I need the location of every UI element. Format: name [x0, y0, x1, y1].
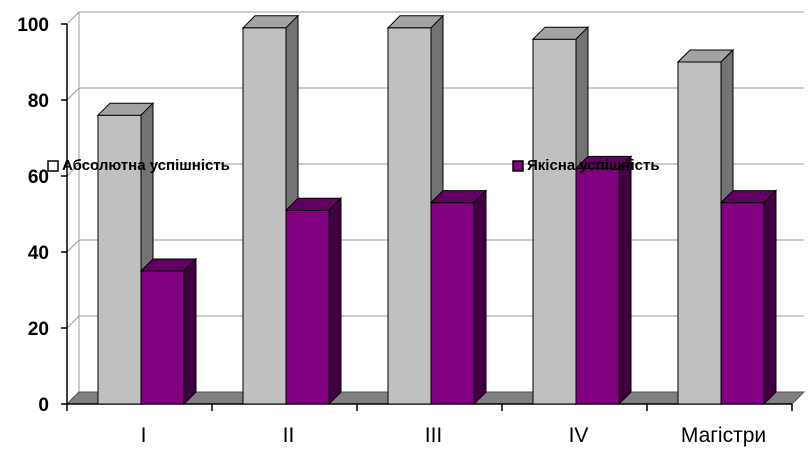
bar-front — [140, 270, 185, 405]
y-tick-label: 60 — [28, 167, 49, 188]
bar-side — [618, 155, 632, 406]
bar-side — [473, 189, 487, 406]
legend-item: Абсолютна успішність — [47, 157, 230, 174]
bar — [139, 257, 198, 406]
y-tick-label: 0 — [38, 395, 49, 416]
y-tick-label: 100 — [17, 15, 49, 36]
bar-side — [183, 257, 197, 406]
y-tick-labels: 0 20 40 60 80 100 — [17, 15, 49, 416]
gridline-depth — [66, 239, 80, 253]
bar-front — [387, 27, 432, 405]
x-category-label: IV — [569, 424, 589, 447]
x-category-labels: I II III IV Магістри — [141, 424, 767, 447]
bar-front — [532, 38, 577, 405]
y-tick-label: 20 — [28, 319, 49, 340]
bar — [719, 189, 778, 406]
legend-swatch — [512, 160, 524, 172]
legend-label: Якісна успішність — [527, 157, 660, 174]
bar-side — [328, 196, 342, 406]
gridline-depth — [66, 163, 80, 177]
legend-label: Абсолютна успішність — [62, 157, 230, 174]
bar-front — [242, 27, 287, 405]
bar-front — [430, 202, 475, 405]
gridline-depth — [66, 315, 80, 329]
x-category-label: Магістри — [681, 424, 766, 447]
bars — [96, 14, 778, 406]
bar — [386, 14, 445, 406]
bar-front — [677, 61, 722, 405]
gridline-depth — [66, 11, 80, 25]
bar — [284, 196, 343, 406]
x-category-label: III — [425, 424, 443, 447]
bar-front — [575, 167, 620, 405]
gridline-depth — [66, 87, 80, 101]
legend: Абсолютна успішність Якісна успішність — [47, 157, 660, 174]
bar-front — [720, 202, 765, 405]
x-category-label: II — [283, 424, 295, 447]
y-tick-label: 80 — [28, 91, 49, 112]
legend-swatch — [47, 160, 59, 172]
bar-side — [763, 189, 777, 406]
bar — [574, 155, 633, 406]
y-tick-label: 40 — [28, 243, 49, 264]
x-category-label: I — [141, 424, 147, 447]
bar — [429, 189, 488, 406]
bar-front — [285, 209, 330, 405]
legend-item: Якісна успішність — [512, 157, 660, 174]
